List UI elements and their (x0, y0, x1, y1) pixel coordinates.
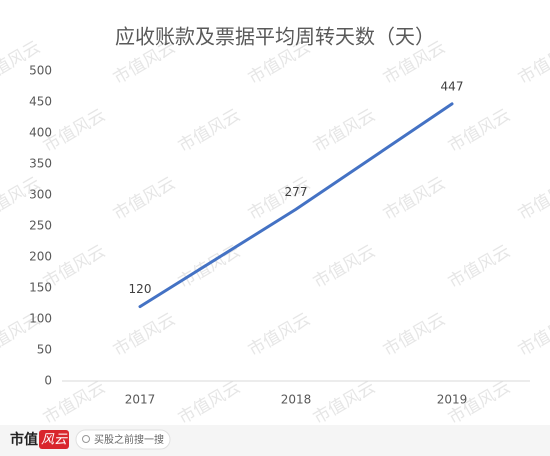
x-tick-label: 2018 (281, 393, 312, 407)
y-tick-label: 250 (29, 219, 52, 233)
y-tick-label: 50 (37, 343, 52, 357)
search-icon (82, 435, 90, 443)
y-tick-label: 200 (29, 250, 52, 264)
data-line (138, 102, 454, 309)
data-label: 447 (441, 79, 464, 93)
chart-title: 应收账款及票据平均周转天数（天） (115, 25, 435, 49)
data-label: 120 (129, 282, 152, 296)
x-tick-label: 2017 (125, 393, 156, 407)
search-text[interactable]: 买股之前搜一搜 (94, 433, 164, 446)
search-box[interactable] (75, 429, 171, 450)
y-tick-label: 500 (29, 64, 52, 78)
y-tick-label: 100 (29, 312, 52, 326)
x-tick-label: 2019 (437, 393, 468, 407)
footer-logo: 市值 (10, 431, 38, 448)
y-tick-label: 450 (29, 95, 52, 109)
chart-background (0, 0, 550, 425)
y-tick-label: 350 (29, 157, 52, 171)
data-label: 277 (285, 185, 308, 199)
y-tick-label: 150 (29, 281, 52, 295)
footer-logo-badge-text: 风云 (41, 433, 68, 448)
y-tick-label: 0 (44, 374, 52, 388)
y-tick-label: 300 (29, 188, 52, 202)
footer-logo-badge (39, 430, 69, 449)
y-tick-label: 400 (29, 126, 52, 140)
